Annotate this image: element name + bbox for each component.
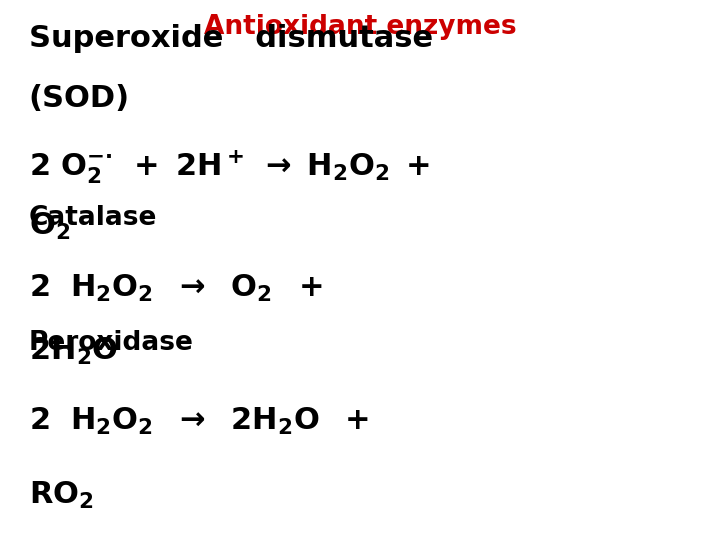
Text: $\mathbf{2\ \ H_2O_2\ \ \rightarrow\ \ 2H_2O\ \ +}$: $\mathbf{2\ \ H_2O_2\ \ \rightarrow\ \ 2… — [29, 406, 369, 437]
Text: (SOD): (SOD) — [29, 84, 130, 113]
Text: Peroxidase: Peroxidase — [29, 330, 194, 356]
Text: $\mathbf{2\ \ H_2O_2\ \ \rightarrow\ \ O_2\ \ +}$: $\mathbf{2\ \ H_2O_2\ \ \rightarrow\ \ O… — [29, 273, 323, 304]
Text: Superoxide   dismutase: Superoxide dismutase — [29, 24, 433, 53]
Text: Catalase: Catalase — [29, 205, 157, 231]
Text: $\mathbf{2H_2O}$: $\mathbf{2H_2O}$ — [29, 336, 118, 367]
Text: Antioxidant enzymes: Antioxidant enzymes — [204, 14, 516, 39]
Text: $\mathbf{2\ O_2^{-\!\cdot}\ +\ 2H^+\ \rightarrow\ H_2O_2\ +}$: $\mathbf{2\ O_2^{-\!\cdot}\ +\ 2H^+\ \ri… — [29, 148, 430, 186]
Text: $\mathbf{RO_2}$: $\mathbf{RO_2}$ — [29, 480, 94, 511]
Text: $\mathbf{O_2}$: $\mathbf{O_2}$ — [29, 211, 70, 242]
